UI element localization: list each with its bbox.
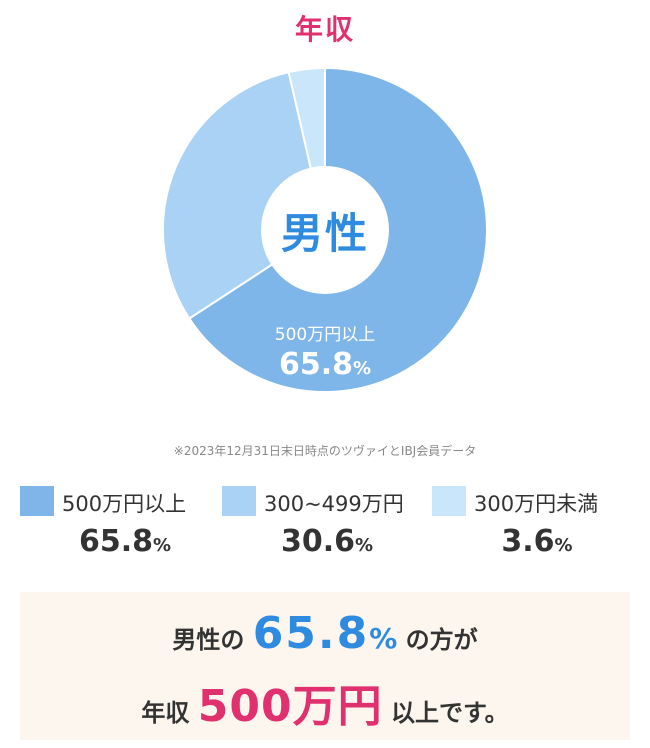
summary-highlight-income: 500万円 [197, 681, 383, 732]
legend-swatch-500-plus [20, 486, 54, 516]
summary-highlight-percent: 65.8 [252, 608, 370, 659]
summary-line1-suffix: の方が [405, 626, 478, 654]
legend-number-under-300: 3.6 [501, 524, 555, 559]
legend-label-300-499: 300~499万円 [264, 492, 404, 516]
legend-label-under-300: 300万円未満 [474, 492, 599, 516]
legend-unit-300-499: % [354, 535, 374, 556]
summary-line2-prefix: 年収 [141, 699, 190, 727]
slice-direct-label: 500万円以上 65.8% [225, 320, 425, 382]
data-source-note: ※2023年12月31日末日時点のツヴァイとIBJ会員データ [173, 444, 477, 458]
legend-value-300-499: 30.6% [222, 524, 432, 559]
legend-swatch-300-499 [222, 486, 256, 516]
summary-line2-suffix: 以上です。 [390, 699, 509, 727]
legend-number-500-plus: 65.8 [78, 524, 153, 559]
center-label: 男性 [280, 209, 369, 258]
summary-line1-prefix: 男性の [172, 626, 245, 654]
legend-number-300-499: 30.6 [280, 524, 355, 559]
donut-hole [261, 166, 389, 294]
legend-unit-under-300: % [554, 535, 573, 556]
legend-swatch-under-300 [432, 486, 466, 516]
slice-300-499 [163, 70, 327, 320]
summary-box: 男性の 65.8% の方が 年収 500万円 以上です。 [20, 592, 630, 740]
slice-label-unit: % [352, 358, 372, 379]
summary-highlight-percent-unit: % [369, 622, 398, 655]
legend-unit-500-plus: % [152, 535, 172, 556]
legend-value-500-plus: 65.8% [20, 524, 230, 559]
summary-line-2: 年収 500万円 以上です。 [20, 670, 630, 734]
legend: 500万円以上 65.8% 300~499万円 30.6% 300万円未満 3.… [0, 484, 650, 574]
slice-label-value: 65.8% [225, 347, 425, 382]
donut-chart [163, 68, 487, 392]
legend-item-under-300: 300万円未満 3.6% [432, 484, 642, 559]
chart-title: 年収 [294, 13, 355, 46]
legend-label-500-plus: 500万円以上 [62, 492, 187, 516]
slice-label-number: 65.8 [278, 347, 353, 382]
slice-label-category: 500万円以上 [274, 325, 376, 345]
legend-item-300-499: 300~499万円 30.6% [222, 484, 432, 559]
legend-value-under-300: 3.6% [432, 524, 642, 559]
summary-line-1: 男性の 65.8% の方が [20, 608, 630, 659]
legend-item-500-plus: 500万円以上 65.8% [20, 484, 230, 559]
